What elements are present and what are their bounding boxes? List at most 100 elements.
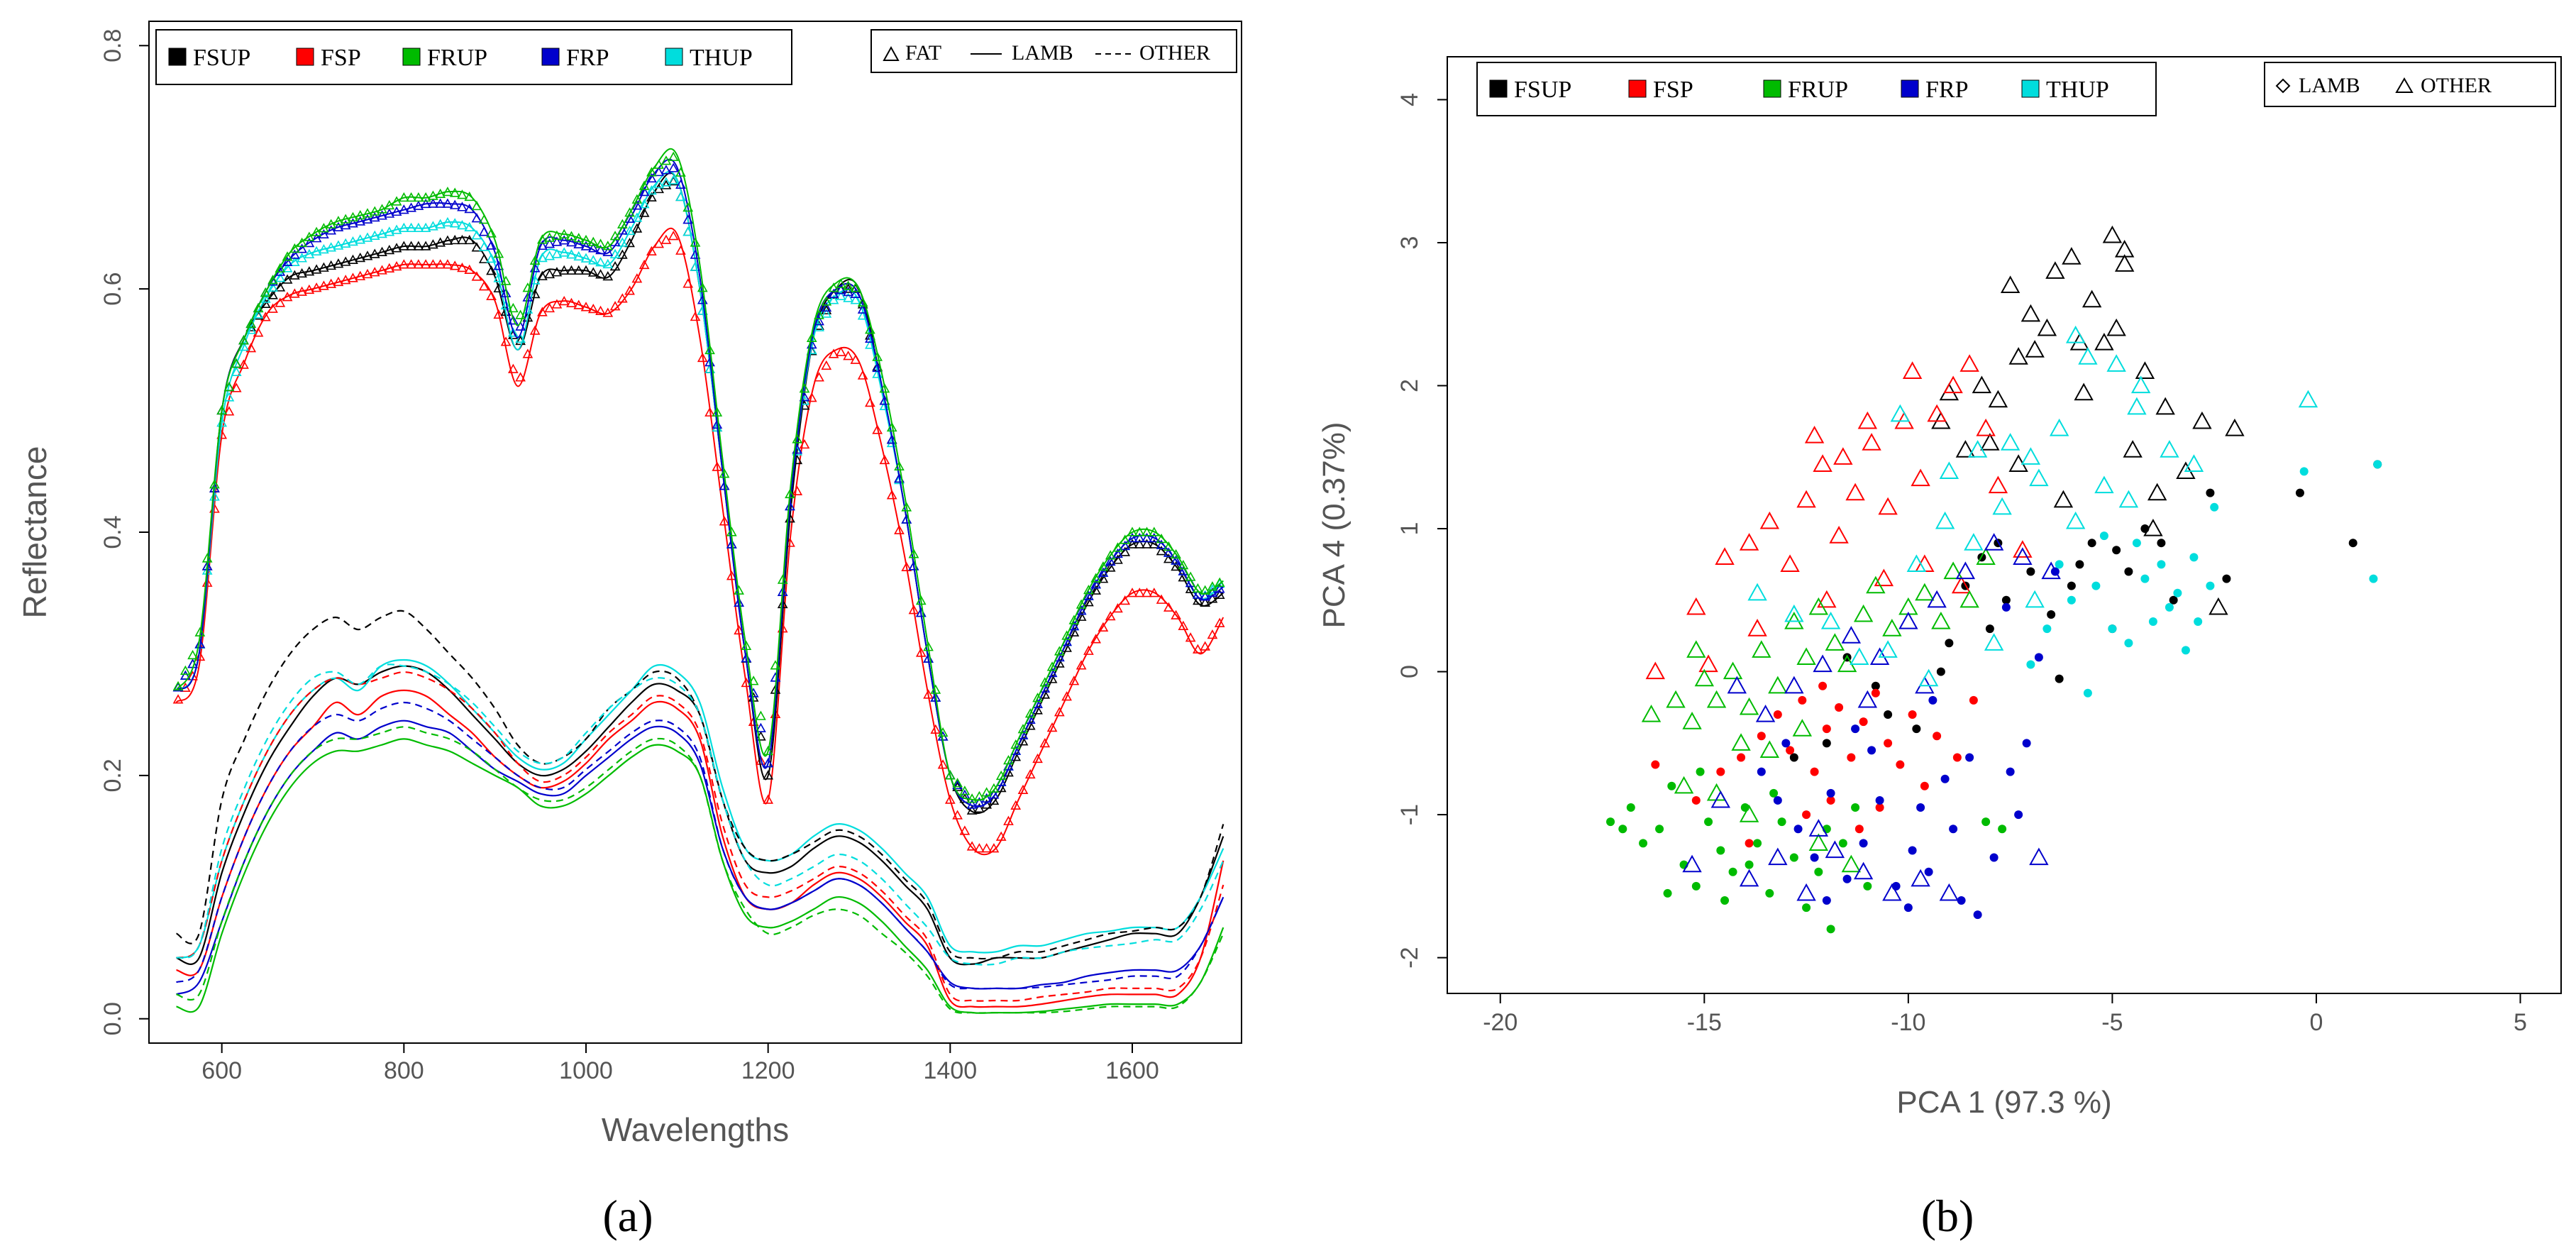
marker-fat-thup xyxy=(486,253,497,263)
marker-fat-fsup xyxy=(1171,561,1181,571)
marker-fat-frp xyxy=(1141,532,1152,543)
marker-fat-frp xyxy=(857,304,868,314)
marker-fat-fsup xyxy=(595,269,606,279)
marker-fat-fsup xyxy=(763,770,774,780)
point-other-frup xyxy=(1731,733,1751,751)
marker-fat-frp xyxy=(297,243,307,253)
marker-fat-fsp xyxy=(493,309,504,319)
marker-fat-frp xyxy=(515,321,526,331)
marker-fat-fsp xyxy=(253,327,264,337)
panel-a-legend-fat: FAT xyxy=(905,41,941,65)
point-other-fsp xyxy=(1862,433,1881,451)
marker-fat-fsp xyxy=(675,245,686,255)
marker-fat-fsp xyxy=(551,299,563,309)
point-lamb-fsp xyxy=(1651,760,1660,769)
marker-fat-frp xyxy=(413,200,424,210)
marker-fat-frup xyxy=(406,192,416,202)
marker-fat-frp xyxy=(1193,589,1203,599)
point-lamb-fsup xyxy=(1822,739,1831,748)
marker-fat-frp xyxy=(835,285,846,294)
marker-fat-frup xyxy=(1193,583,1203,593)
marker-fat-thup xyxy=(682,226,694,236)
marker-fat-frup xyxy=(1003,754,1014,765)
marker-fat-thup xyxy=(515,333,526,343)
point-lamb-thup xyxy=(2206,581,2215,590)
marker-fat-fsup xyxy=(988,795,1000,805)
marker-fat-frup xyxy=(886,421,897,432)
marker-fat-thup xyxy=(435,219,446,228)
marker-fat-thup xyxy=(507,327,519,337)
marker-fat-fsp xyxy=(901,561,912,571)
panel-a-x-tick-label: 800 xyxy=(384,1057,424,1084)
marker-fat-frp xyxy=(821,302,832,312)
point-lamb-fsp xyxy=(1826,795,1835,805)
marker-fat-fsp xyxy=(326,278,337,288)
point-other-frp xyxy=(2029,847,2049,866)
marker-fat-fsp xyxy=(937,759,949,769)
marker-fat-fsp xyxy=(223,406,235,416)
marker-fat-fsp xyxy=(966,841,978,851)
marker-fat-fsp xyxy=(544,302,555,313)
marker-fat-fsup xyxy=(428,239,438,249)
marker-fat-fsup xyxy=(624,238,635,248)
legend-swatch-fsp xyxy=(296,48,314,66)
marker-fat-frp xyxy=(1083,590,1094,600)
marker-fat-frp xyxy=(1156,539,1167,549)
marker-fat-fsp xyxy=(944,794,956,804)
marker-fat-thup xyxy=(843,292,853,302)
point-lamb-fsp xyxy=(1691,795,1701,805)
line-fat-frp xyxy=(175,158,1224,808)
point-lamb-frp xyxy=(1875,795,1884,805)
marker-fat-thup xyxy=(355,234,366,244)
marker-fat-frp xyxy=(1171,555,1181,565)
marker-fat-frup xyxy=(507,302,519,313)
marker-fat-frup xyxy=(449,187,460,197)
panel-b-x-tick-label: -15 xyxy=(1687,1009,1722,1036)
line-other-frup xyxy=(176,726,1225,1014)
point-lamb-fsp xyxy=(1933,732,1942,741)
triangle-marker-icon xyxy=(883,45,900,61)
point-other-frup xyxy=(1853,604,1874,622)
point-lamb-frup xyxy=(1667,781,1676,790)
point-lamb-frp xyxy=(2001,602,2011,612)
marker-fat-frup xyxy=(915,595,927,605)
marker-fat-thup xyxy=(457,220,468,230)
panel-b-y-tick-label: 1 xyxy=(1396,522,1423,536)
marker-fat-frp xyxy=(886,434,897,444)
marker-fat-thup xyxy=(821,308,832,318)
marker-fat-thup xyxy=(449,218,460,228)
point-lamb-fsup xyxy=(1884,710,1893,720)
panel-a-type-legend: FAT LAMB OTHER xyxy=(870,29,1237,73)
legend-swatch-frp xyxy=(541,48,560,66)
panel-b-x-tick-label: -20 xyxy=(1483,1009,1518,1036)
point-other-fsup xyxy=(2147,483,2167,501)
marker-fat-fsp xyxy=(1024,768,1036,779)
point-other-frp xyxy=(1882,883,1902,901)
marker-fat-frp xyxy=(602,246,614,256)
marker-fat-frp xyxy=(639,187,650,197)
panel-a-x-tick-label: 1400 xyxy=(924,1057,978,1084)
point-other-fsup xyxy=(2000,275,2021,294)
marker-fat-frp xyxy=(355,216,366,226)
panel-b-type-legend-box xyxy=(2264,62,2556,107)
marker-fat-fsp xyxy=(172,694,184,704)
point-lamb-thup xyxy=(2140,574,2150,583)
legend-swatch-fsp xyxy=(1628,79,1647,98)
point-other-frup xyxy=(1752,640,1771,658)
marker-fat-frup xyxy=(1134,527,1145,536)
marker-fat-fsup xyxy=(639,207,650,217)
marker-fat-fsp xyxy=(420,259,431,269)
panel-a-lamb-series xyxy=(175,658,1225,1014)
marker-fat-frp xyxy=(478,226,490,236)
marker-fat-frup xyxy=(734,585,744,595)
marker-fat-fsup xyxy=(566,265,577,275)
point-other-fsp xyxy=(1796,490,1816,508)
marker-fat-frup xyxy=(879,383,890,393)
marker-fat-fsp xyxy=(952,810,963,820)
marker-fat-fsp xyxy=(231,382,242,392)
point-other-frp xyxy=(1927,590,1947,608)
legend-swatch-frup xyxy=(1763,79,1781,98)
point-other-frup xyxy=(1882,619,1902,636)
marker-fat-frup xyxy=(493,248,504,258)
point-lamb-frup xyxy=(1789,853,1798,862)
